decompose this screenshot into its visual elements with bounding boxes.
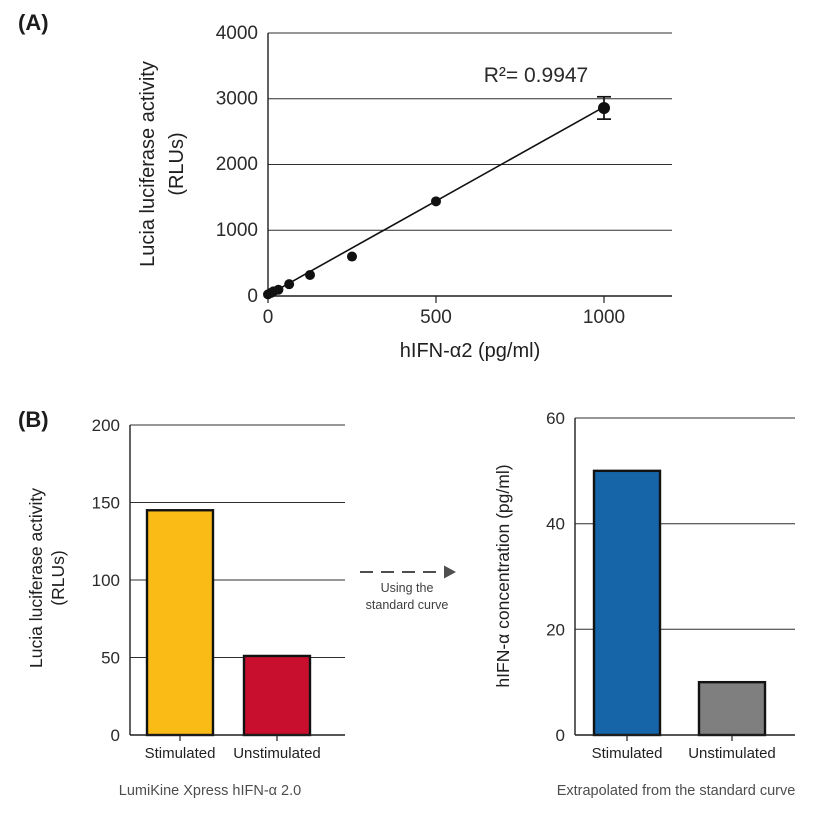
x-tick-label: 0 <box>263 307 274 328</box>
y-tick-label: 2000 <box>216 154 258 175</box>
data-point <box>284 279 295 290</box>
category-label-unstimulated: Unstimulated <box>233 745 321 762</box>
panel-b-concentration-bar-chart: 60 40 20 0 Stimulated Unstimulated hIFN-… <box>493 409 795 799</box>
panel-a-standard-curve: (A) 4000 3000 2000 1000 0 0 500 1000 Luc… <box>18 10 672 362</box>
y-tick-label: 0 <box>556 726 565 745</box>
right-chart-caption: Extrapolated from the standard curve <box>557 783 796 799</box>
x-tick-label: 500 <box>420 307 452 328</box>
bar-stimulated <box>145 509 215 737</box>
y-tick-label: 0 <box>111 726 120 745</box>
scatter-points-group <box>263 101 610 300</box>
data-point <box>305 269 315 280</box>
panel-b-left-y-axis-title-line1: Lucia luciferase activity <box>26 488 46 668</box>
y-tick-label: 150 <box>92 494 120 513</box>
arrow-caption-line1: Using the <box>381 581 434 595</box>
y-tick-label: 50 <box>101 649 120 668</box>
y-tick-label: 60 <box>546 409 565 428</box>
arrow-caption-line2: standard curve <box>366 598 449 612</box>
panel-b-left-y-axis-title-line2: (RLUs) <box>48 550 68 605</box>
y-tick-label: 1000 <box>216 220 258 241</box>
panel-b-luciferase-bar-chart: 200 150 100 50 0 Stimulated Unstimulated… <box>26 416 345 799</box>
bar-unstimulated <box>242 654 312 737</box>
data-point <box>431 196 441 207</box>
panel-a-y-axis-title-line2: (RLUs) <box>166 132 188 195</box>
data-point <box>273 284 284 295</box>
y-tick-label: 0 <box>247 286 258 307</box>
y-tick-label: 20 <box>546 620 565 639</box>
panel-a-label: (A) <box>18 10 49 35</box>
panel-b-right-y-axis-title: hIFN-α concentration (pg/ml) <box>493 464 513 687</box>
category-label-stimulated: Stimulated <box>145 745 216 762</box>
luciferase-bars-group <box>145 509 312 737</box>
category-label-unstimulated: Unstimulated <box>688 745 776 762</box>
y-tick-label: 4000 <box>216 23 258 44</box>
y-tick-label: 100 <box>92 571 120 590</box>
transfer-arrow: Using the standard curve <box>360 565 456 612</box>
y-tick-label: 40 <box>546 515 565 534</box>
data-point <box>598 101 610 114</box>
r-squared-annotation: R²= 0.9947 <box>484 64 589 87</box>
panel-b-label: (B) <box>18 407 49 432</box>
concentration-bars-group <box>592 469 767 737</box>
left-chart-caption: LumiKine Xpress hIFN-α 2.0 <box>119 783 301 799</box>
x-tick-label: 1000 <box>583 307 625 328</box>
bar-stimulated <box>592 469 662 737</box>
panel-a-y-axis-title-line1: Lucia luciferase activity <box>137 61 159 267</box>
arrow-right-icon <box>444 565 456 579</box>
y-tick-label: 3000 <box>216 89 258 110</box>
panel-a-x-axis-title: hIFN-α2 (pg/ml) <box>400 340 540 362</box>
bar-unstimulated <box>697 680 767 737</box>
category-label-stimulated: Stimulated <box>592 745 663 762</box>
data-point <box>347 251 357 262</box>
y-tick-label: 200 <box>92 416 120 435</box>
